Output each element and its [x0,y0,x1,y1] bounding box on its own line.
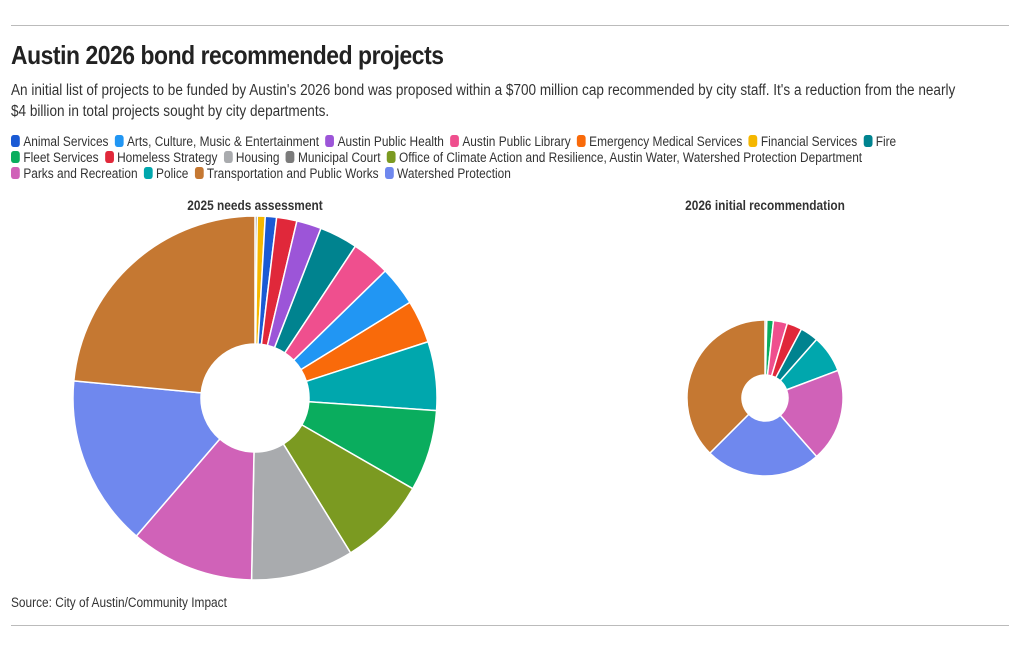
legend-label: Fire [875,134,897,149]
slice-parks-and-recreation [135,438,255,581]
legend-item-emergency-medical-services: Emergency Medical Services [576,134,743,150]
legend-item-animal-services: Animal Services [11,134,108,150]
source-note: Source: City of Austin/Community Impact [11,595,227,610]
legend-item-fire: Fire [863,134,896,150]
legend-swatch [114,135,124,147]
legend-swatch [104,151,114,163]
legend-label: Municipal Court [297,150,381,165]
slice-parks-and-recreation [779,369,844,458]
legend-label: Emergency Medical Services [589,134,743,149]
legend-label: Austin Public Library [462,134,571,149]
legend-label: Watershed Protection [397,166,511,181]
legend-label: Housing [235,150,280,165]
legend-row: Parks and Recreation Police Transportation… [11,166,961,182]
legend-item-transportation-and-public-works: Transportation and Public Works [194,166,379,182]
left-chart-title: 2025 needs assessment [187,198,323,213]
legend-row: Animal Services Arts, Culture, Music & En… [11,134,961,150]
legend-item-municipal-court: Municipal Court [285,150,381,166]
legend-swatch [285,151,295,163]
slice-transportation-and-public-works [686,319,766,454]
chart-title: Austin 2026 bond recommended projects [11,40,444,70]
legend-label: Police [156,166,189,181]
legend-item-arts-culture-music-entertainment: Arts, Culture, Music & Entertainment [114,134,320,150]
slice-watershed-protection [709,413,818,477]
chart-subtitle: An initial list of projects to be funded… [11,82,956,120]
legend-swatch [384,167,394,179]
legend-label: Financial Services [760,134,858,149]
legend-item-housing: Housing [223,150,280,166]
right-chart-title: 2026 initial recommendation [685,198,845,213]
top-rule [11,25,1009,26]
legend-swatch [863,135,873,147]
legend-item-austin-public-health: Austin Public Health [325,134,444,150]
legend-swatch [748,135,758,147]
legend-item-homeless-strategy: Homeless Strategy [104,150,218,166]
bottom-rule [11,625,1009,626]
legend-item-fleet-services: Fleet Services [11,150,99,166]
legend-item-parks-and-recreation: Parks and Recreation [11,166,138,182]
legend-item-office-of-climate-action-and-resilience-austin-water-watershed-protection-department: Office of Climate Action and Resilience,… [386,150,863,166]
legend-swatch [194,167,204,179]
legend-item-police: Police [143,166,189,182]
legend-swatch [450,135,459,147]
legend-label: Office of Climate Action and Resilience,… [398,150,863,165]
legend-swatch [576,135,586,147]
legend-label: Animal Services [23,134,109,149]
legend-swatch [143,167,153,179]
legend-label: Transportation and Public Works [206,166,379,181]
slice-transportation-and-public-works [73,215,256,394]
legend-label: Homeless Strategy [117,150,218,165]
legend-label: Austin Public Health [337,134,444,149]
legend-swatch [223,151,233,163]
legend-swatch [11,135,20,147]
slice-watershed-protection [72,380,221,537]
legend-label: Parks and Recreation [23,166,138,181]
legend-swatch [11,167,20,179]
legend-label: Arts, Culture, Music & Entertainment [126,134,320,149]
legend-label: Fleet Services [23,150,99,165]
legend-swatch [386,151,396,163]
legend-row: Fleet Services Homeless Strategy Housing Mu… [11,150,961,166]
legend-swatch [325,135,335,147]
legend-item-financial-services: Financial Services [748,134,858,150]
legend-item-watershed-protection: Watershed Protection [384,166,511,182]
legend-swatch [11,151,20,163]
legend: Animal Services Arts, Culture, Music & En… [11,134,961,182]
legend-item-austin-public-library: Austin Public Library [450,134,571,150]
